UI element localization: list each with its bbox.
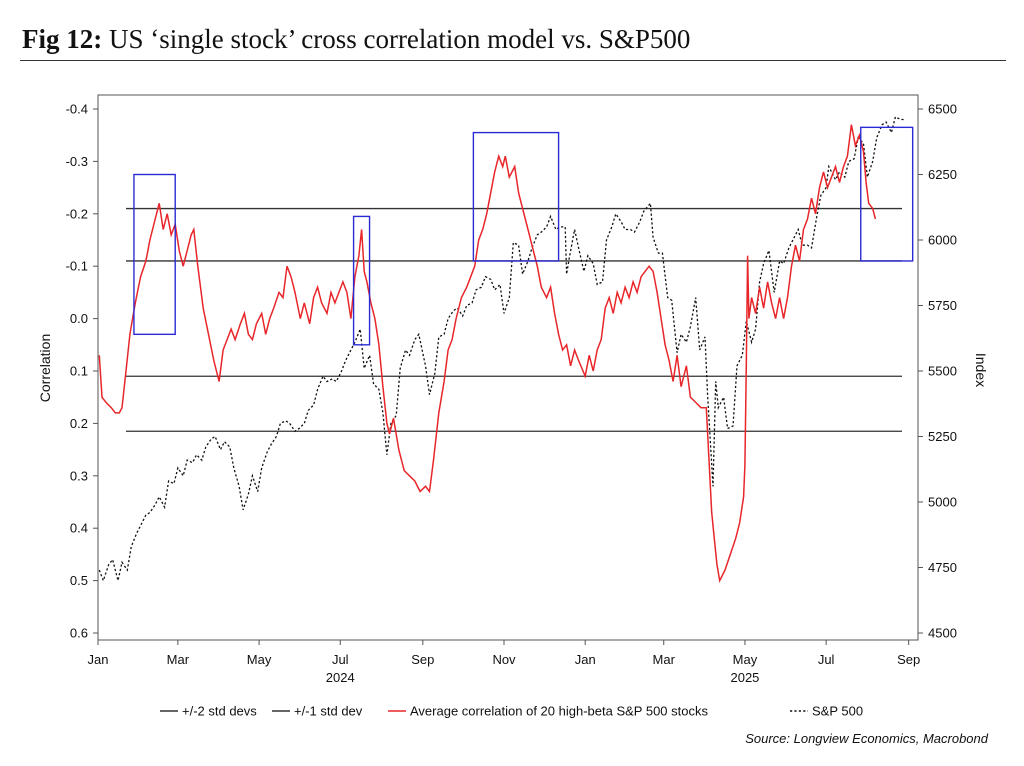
left-tick-label: 0.6 — [70, 626, 88, 641]
x-year-label: 2025 — [730, 670, 759, 685]
plot-frame — [97, 94, 919, 641]
legend-label: +/-1 std dev — [294, 704, 363, 719]
highlight-box-0 — [133, 173, 176, 336]
x-tick-label: Sep — [411, 652, 434, 667]
left-tick-label: 0.1 — [70, 364, 88, 379]
highlight-box-1 — [352, 215, 371, 346]
x-tick-label: May — [247, 652, 272, 667]
axes: -0.4 -0.3 -0.2 -0.1 0.0 0.1 0.2 0.3 0.4 0.5 0.6 Cor… — [37, 102, 989, 686]
x-year-label: 2024 — [326, 670, 355, 685]
left-tick-label: -0.1 — [66, 259, 88, 274]
left-tick-label: -0.2 — [66, 206, 88, 221]
x-tick-label: Jan — [575, 652, 596, 667]
series-lines — [98, 115, 905, 583]
right-tick-label: 4750 — [928, 560, 957, 575]
highlight-boxes — [133, 126, 914, 346]
left-tick-label: -0.4 — [66, 102, 88, 117]
x-tick-label: Nov — [492, 652, 516, 667]
figure-title: Fig 12: US ‘single stock’ cross correlat… — [22, 24, 690, 55]
figure-label: Fig 12: — [22, 24, 103, 54]
x-tick-label: Jul — [332, 652, 349, 667]
sp500-line — [98, 115, 905, 583]
x-tick-label: May — [733, 652, 758, 667]
right-tick-label: 5750 — [928, 298, 957, 313]
left-tick-label: 0.2 — [70, 416, 88, 431]
right-tick-label: 6250 — [928, 167, 957, 182]
left-tick-label: 0.3 — [70, 468, 88, 483]
left-tick-label: 0.5 — [70, 573, 88, 588]
correlation-line — [98, 124, 877, 583]
x-tick-label: Jul — [818, 652, 835, 667]
plot-area-border — [97, 94, 919, 641]
right-tick-label: 5500 — [928, 364, 957, 379]
legend-label: +/-2 std devs — [182, 704, 257, 719]
left-tick-label: 0.0 — [70, 311, 88, 326]
legend-label: Average correlation of 20 high-beta S&P … — [410, 704, 708, 719]
right-tick-label: 6000 — [928, 233, 957, 248]
highlight-box-2 — [472, 131, 560, 262]
highlight-box-3 — [860, 126, 914, 262]
left-axis-label: Correlation — [37, 334, 53, 402]
left-tick-label: -0.3 — [66, 154, 88, 169]
right-tick-label: 4500 — [928, 626, 957, 641]
x-tick-label: Jan — [88, 652, 109, 667]
right-tick-label: 6500 — [928, 102, 957, 117]
source-note: Source: Longview Economics, Macrobond — [745, 731, 988, 746]
figure-title-text: US ‘single stock’ cross correlation mode… — [109, 24, 691, 54]
title-rule — [20, 60, 1006, 61]
legend-label: S&P 500 — [812, 704, 863, 719]
left-tick-label: 0.4 — [70, 521, 88, 536]
legend: +/-2 std devs +/-1 std dev Average correla… — [160, 704, 863, 719]
x-tick-label: Sep — [897, 652, 920, 667]
right-axis-label: Index — [973, 353, 989, 387]
x-tick-label: Mar — [653, 652, 676, 667]
right-tick-label: 5000 — [928, 495, 957, 510]
x-tick-label: Mar — [167, 652, 190, 667]
right-tick-label: 5250 — [928, 429, 957, 444]
